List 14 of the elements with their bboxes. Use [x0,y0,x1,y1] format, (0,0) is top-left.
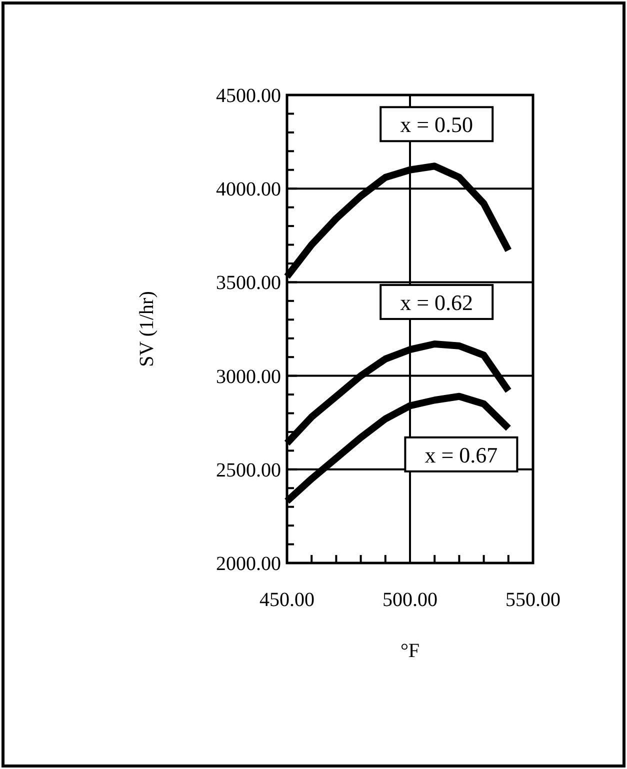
y-tick-label: 2500.00 [216,459,281,482]
series-label: x = 0.62 [400,290,474,315]
x-tick-label: 500.00 [382,589,438,611]
x-tick-label: 550.00 [506,589,560,611]
y-tick-label: 2000.00 [216,553,281,575]
x-axis-title: °F [400,640,420,662]
y-tick-label: 3000.00 [216,366,281,388]
x-tick-label: 450.00 [260,589,314,611]
y-tick-label: 4500.00 [216,85,281,107]
series-label: x = 0.67 [424,442,498,468]
y-axis-title: SV (1/hr) [136,291,158,367]
y-tick-label: 3500.00 [216,272,281,294]
y-tick-label: 4000.00 [216,178,281,201]
series-label: x = 0.50 [400,112,474,138]
